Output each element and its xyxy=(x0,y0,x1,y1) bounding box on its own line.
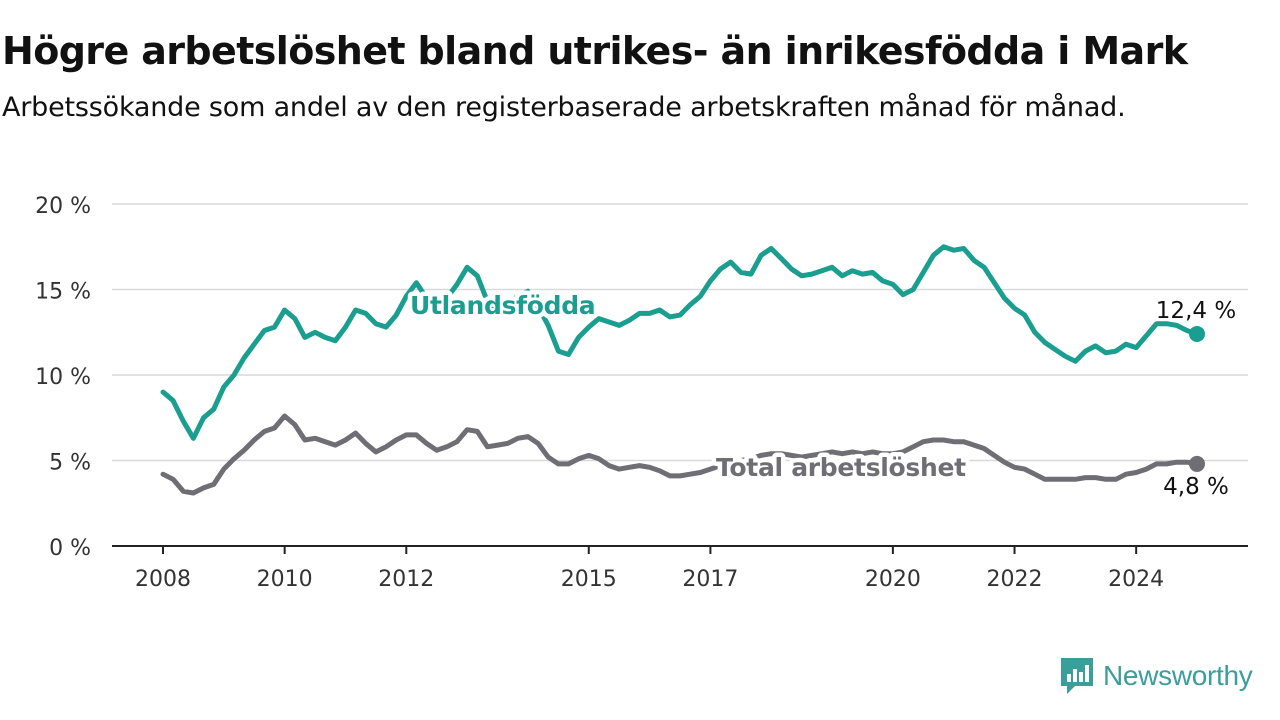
chart-title: Högre arbetslöshet bland utrikes- än inr… xyxy=(2,29,1188,73)
x-tick-label: 2012 xyxy=(378,567,434,592)
x-tick-label: 2015 xyxy=(561,567,617,592)
x-tick-label: 2024 xyxy=(1108,567,1164,592)
y-tick-label: 5 % xyxy=(49,451,91,476)
end-value-label-utlandsfodda: 12,4 % xyxy=(1156,298,1236,324)
newsworthy-logo-icon xyxy=(1061,658,1093,694)
series-line-total xyxy=(160,413,1200,496)
brand-name: Newsworthy xyxy=(1103,660,1253,691)
x-tick-label: 2010 xyxy=(257,567,313,592)
x-tick-label: 2008 xyxy=(135,567,191,592)
chart-subtitle: Arbetssökande som andel av den registerb… xyxy=(2,92,1126,123)
x-tick-label: 2022 xyxy=(987,567,1043,592)
end-value-label-total: 4,8 % xyxy=(1163,474,1229,500)
y-tick-label: 15 % xyxy=(35,280,91,305)
end-marker-total xyxy=(1189,455,1205,472)
x-tick-label: 2017 xyxy=(682,567,738,592)
y-tick-label: 0 % xyxy=(49,536,91,561)
x-tick-label: 2020 xyxy=(865,567,921,592)
series-label-total: Total arbetslöshet xyxy=(716,453,966,482)
y-tick-label: 20 % xyxy=(35,194,91,219)
y-tick-label: 10 % xyxy=(35,365,91,390)
newsworthy-logo: Newsworthy xyxy=(1059,656,1253,696)
series-line-utlandsfodda xyxy=(160,244,1200,441)
end-marker-utlandsfodda xyxy=(1189,325,1205,342)
series-label-utlandsfodda: Utlandsfödda xyxy=(410,291,595,320)
